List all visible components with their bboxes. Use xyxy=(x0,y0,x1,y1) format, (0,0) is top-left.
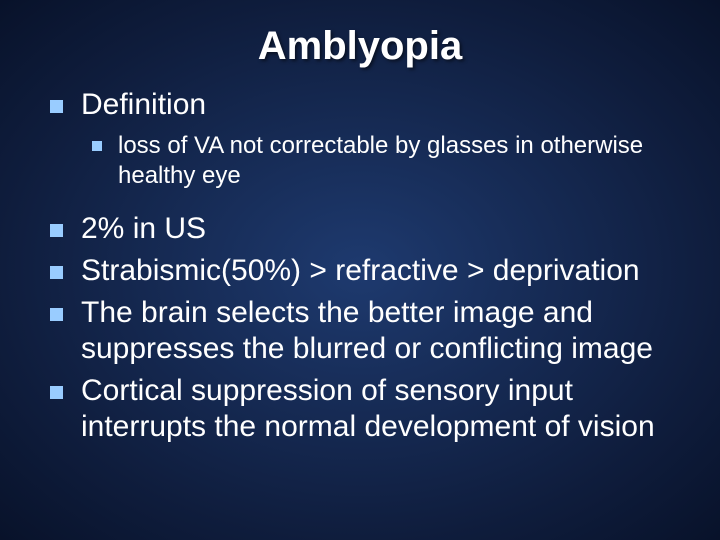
slide-content: Definition loss of VA not correctable by… xyxy=(0,87,720,445)
bullet-item: Strabismic(50%) > refractive > deprivati… xyxy=(50,253,680,289)
bullet-text: Cortical suppression of sensory input in… xyxy=(81,373,680,445)
bullet-item: 2% in US xyxy=(50,211,680,247)
bullet-text: Definition xyxy=(81,87,206,123)
bullet-text: Strabismic(50%) > refractive > deprivati… xyxy=(81,253,640,289)
slide-title: Amblyopia xyxy=(0,0,720,87)
bullet-text: The brain selects the better image and s… xyxy=(81,295,680,367)
bullet-item: Definition xyxy=(50,87,680,123)
square-bullet-icon xyxy=(92,141,102,151)
square-bullet-icon xyxy=(50,224,63,237)
bullet-subitem: loss of VA not correctable by glasses in… xyxy=(92,131,680,191)
bullet-text: loss of VA not correctable by glasses in… xyxy=(118,131,680,191)
bullet-item: The brain selects the better image and s… xyxy=(50,295,680,367)
square-bullet-icon xyxy=(50,386,63,399)
slide: Amblyopia Definition loss of VA not corr… xyxy=(0,0,720,540)
square-bullet-icon xyxy=(50,266,63,279)
bullet-text: 2% in US xyxy=(81,211,206,247)
square-bullet-icon xyxy=(50,308,63,321)
bullet-item: Cortical suppression of sensory input in… xyxy=(50,373,680,445)
square-bullet-icon xyxy=(50,100,63,113)
